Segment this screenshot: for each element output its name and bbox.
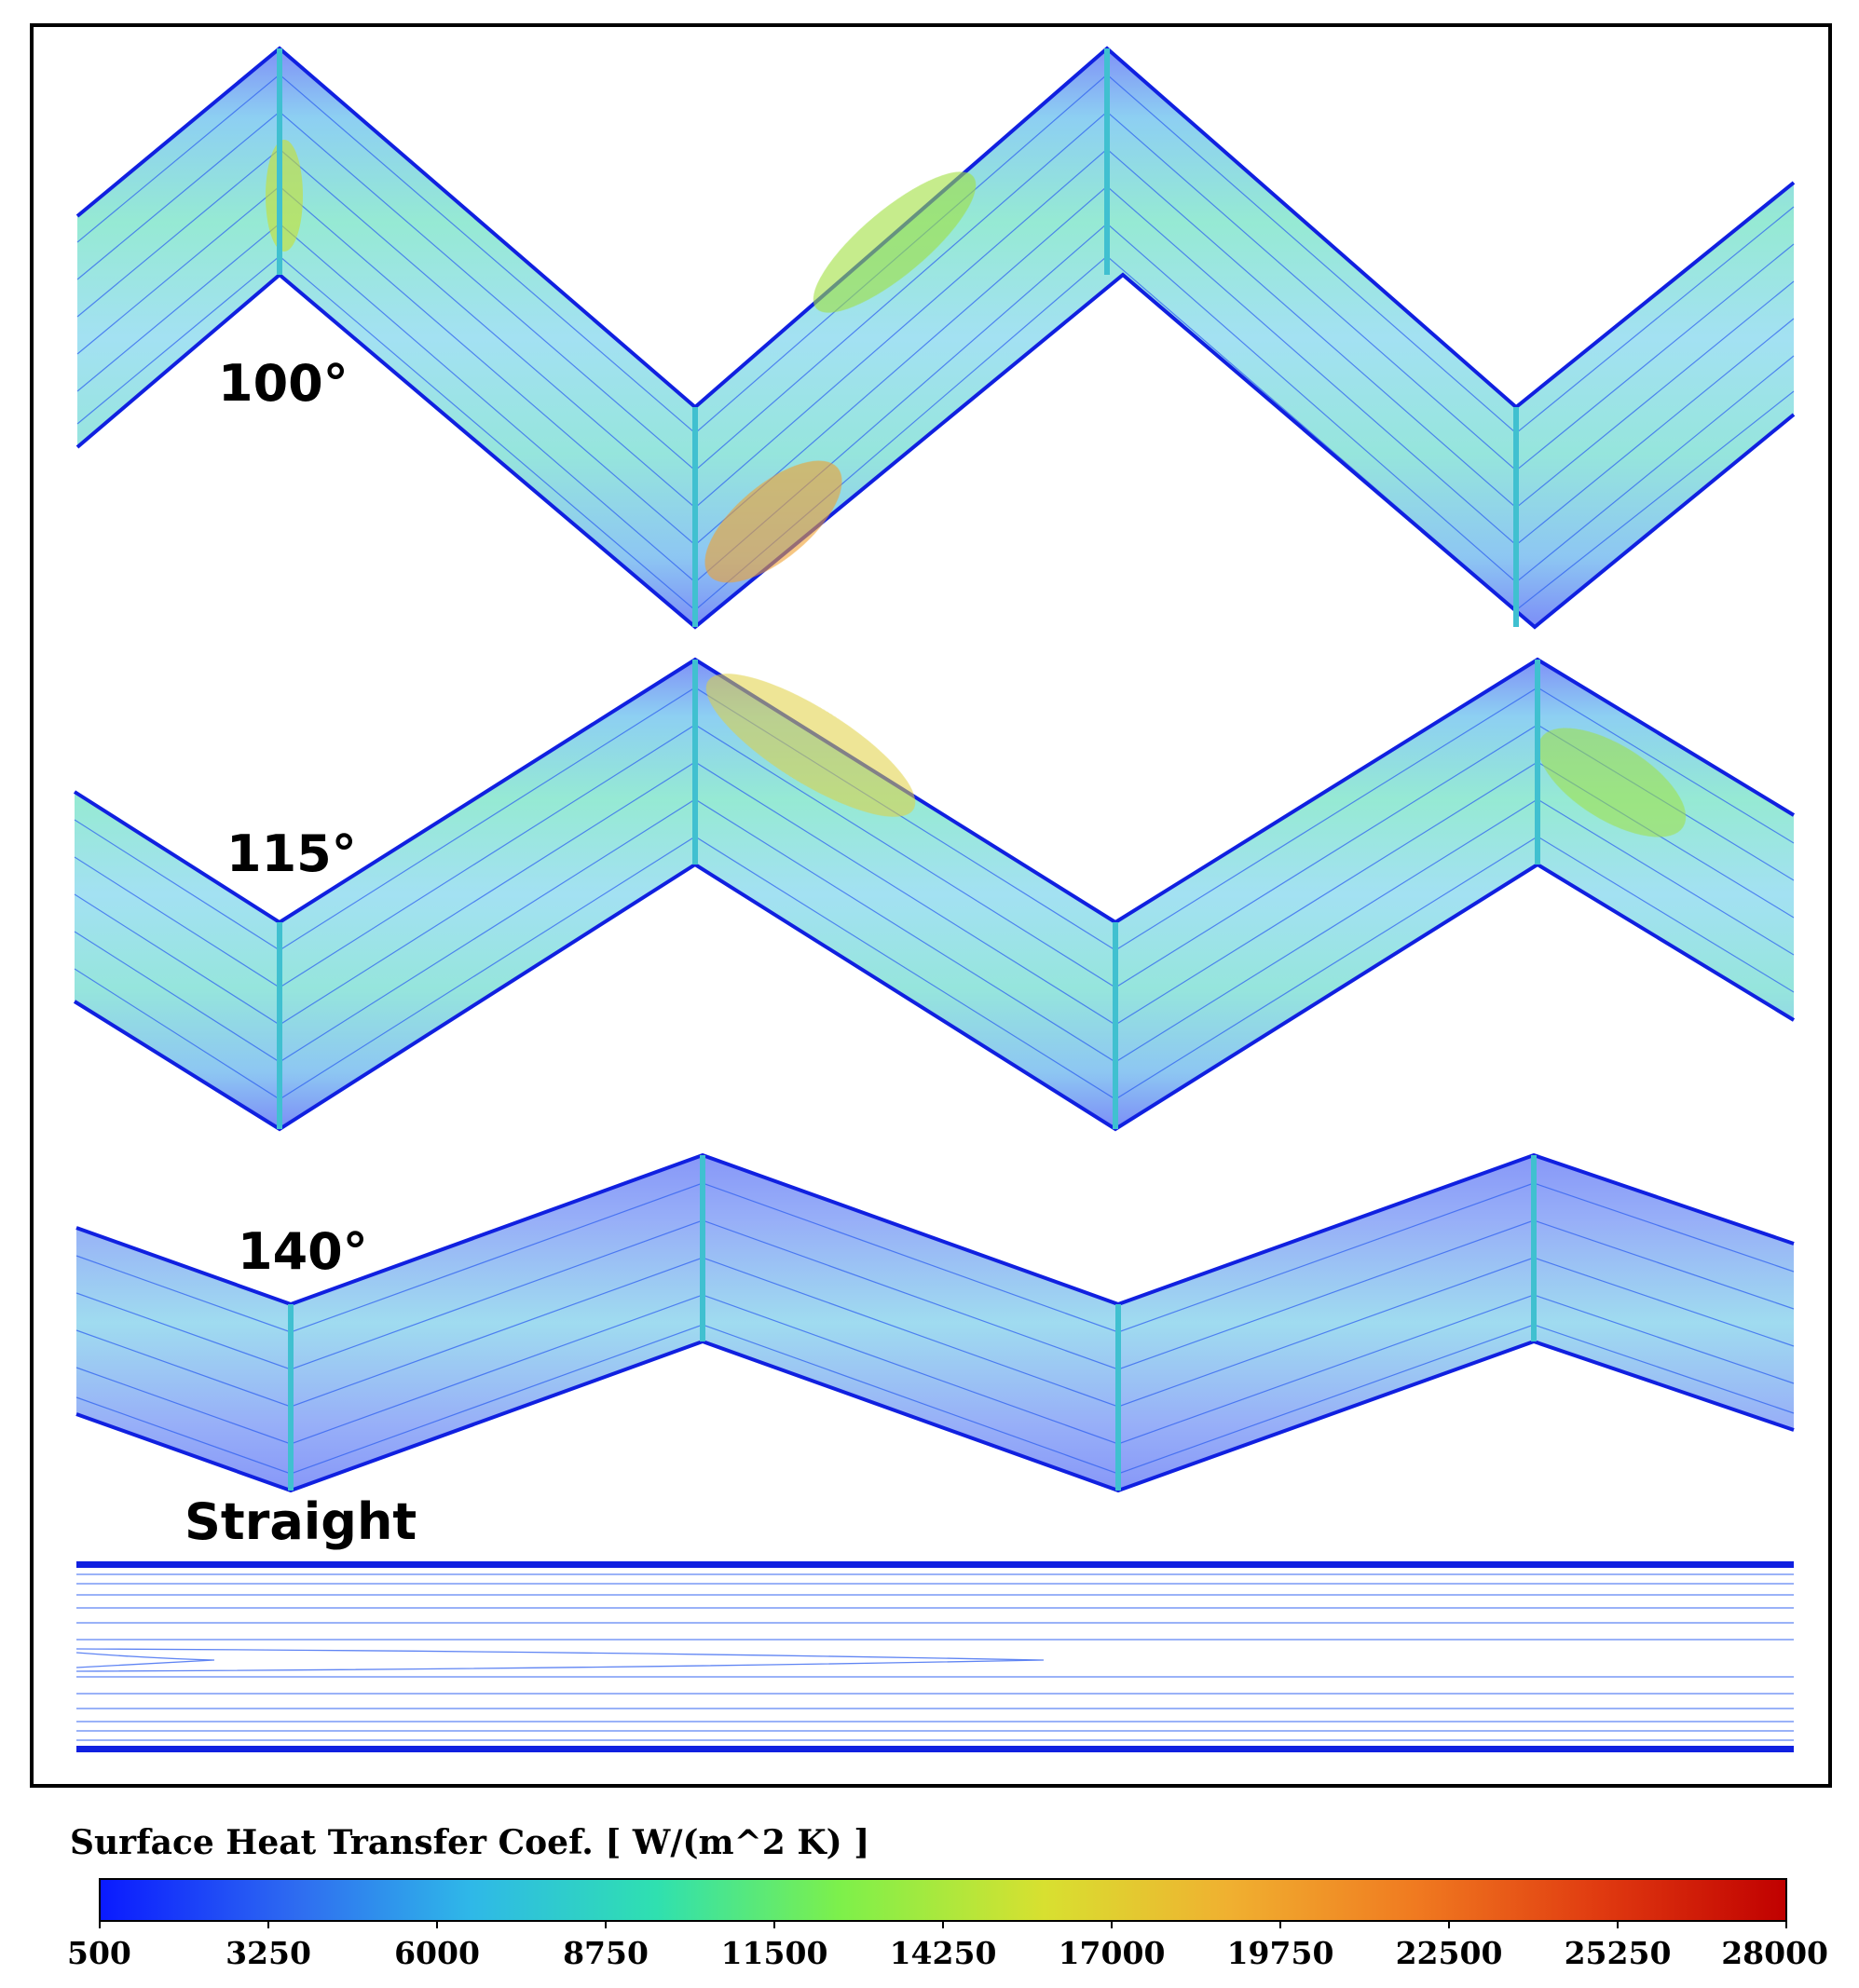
channel-100-streamlines <box>76 74 1795 611</box>
channel-115: 115° <box>73 657 1796 1132</box>
colorbar-tick-label: 28000 <box>1721 1935 1828 1971</box>
channel-straight-wall-top <box>76 1561 1794 1568</box>
colorbar-tick-label: 17000 <box>1059 1935 1166 1971</box>
plot-frame <box>30 23 1832 1788</box>
colorbar-tick-label: 8750 <box>563 1935 649 1971</box>
channel-140-wall-top <box>75 1152 1795 1307</box>
channel-140-body <box>76 1155 1794 1491</box>
label-115: 115° <box>226 824 357 883</box>
channel-100-wall-bottom <box>75 272 1796 630</box>
channel-115-hotspots <box>705 674 1687 837</box>
colorbar-tick-label: 500 <box>67 1935 131 1971</box>
colorbar-tick-label: 19750 <box>1227 1935 1334 1971</box>
channel-100-body <box>77 48 1794 627</box>
channel-140-streamlines <box>75 1182 1795 1475</box>
colorbar-tick-label: 6000 <box>394 1935 480 1971</box>
colorbar-tick-label: 25250 <box>1565 1935 1672 1971</box>
channel-100-bend-lines <box>277 48 1519 627</box>
label-140: 140° <box>238 1222 368 1281</box>
colorbar-tick-label: 11500 <box>721 1935 828 1971</box>
label-100: 100° <box>218 354 349 413</box>
channel-straight-body <box>76 1561 1794 1752</box>
channel-140-bend-lines <box>288 1155 1537 1491</box>
colorbar-tick-label: 14250 <box>890 1935 997 1971</box>
channel-straight-streamlines <box>75 1573 1794 1741</box>
colorbar-bar <box>99 1878 1787 1922</box>
channel-straight-wall-bottom <box>76 1746 1794 1752</box>
channel-115-bend-lines <box>277 660 1540 1129</box>
channel-115-body <box>75 660 1794 1129</box>
channel-straight: Straight <box>75 1492 1794 1752</box>
channel-140: 140° <box>75 1152 1795 1493</box>
colorbar-title: Surface Heat Transfer Coef. [ W/(m^2 K) … <box>70 1823 869 1862</box>
channel-115-wall-bottom <box>73 862 1796 1132</box>
colorbar-ticks: 500 3250 6000 8750 11500 14250 17000 19750 22500… <box>67 1921 1828 1971</box>
channel-100-hotspots <box>266 140 977 583</box>
label-straight: Straight <box>185 1492 417 1551</box>
colorbar-tick-label: 3250 <box>226 1935 311 1971</box>
colorbar: Surface Heat Transfer Coef. [ W/(m^2 K) … <box>67 1823 1828 1971</box>
colorbar-tick-label: 22500 <box>1396 1935 1503 1971</box>
channel-140-wall-bottom <box>75 1339 1795 1493</box>
channel-100: 100° <box>75 46 1796 630</box>
